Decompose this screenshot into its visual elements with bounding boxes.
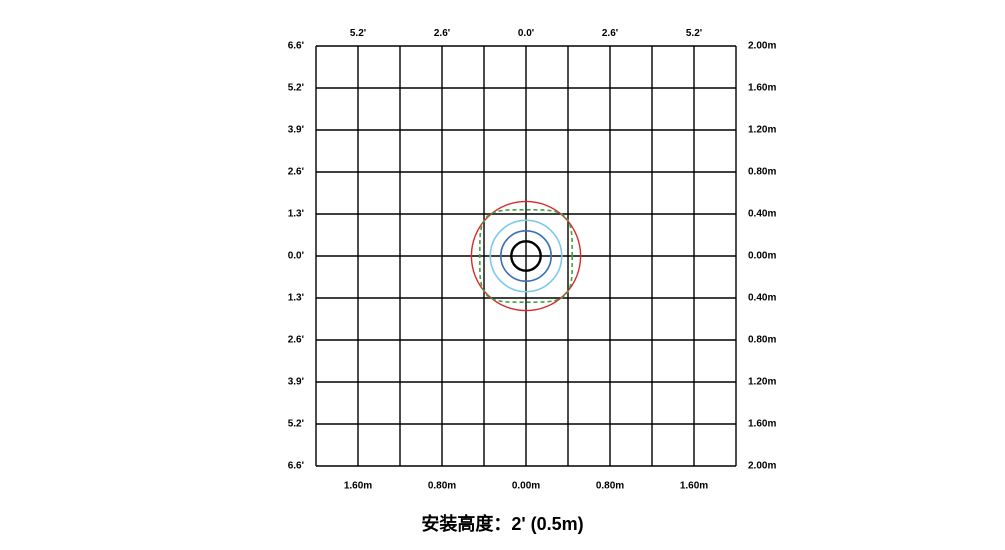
svg-text:1.3': 1.3' (288, 293, 304, 304)
svg-text:0.0': 0.0' (518, 28, 534, 39)
svg-text:1.20m: 1.20m (748, 125, 776, 136)
svg-text:0.80m: 0.80m (596, 480, 624, 491)
svg-text:1.60m: 1.60m (748, 419, 776, 430)
svg-text:3.9': 3.9' (288, 125, 304, 136)
svg-text:3.9': 3.9' (288, 377, 304, 388)
svg-text:0.40m: 0.40m (748, 293, 776, 304)
svg-text:2.6': 2.6' (434, 28, 450, 39)
caption: 安装高度：2' (0.5m) (0, 510, 1005, 536)
svg-text:0.0': 0.0' (288, 251, 304, 262)
svg-text:5.2': 5.2' (350, 28, 366, 39)
svg-text:1.60m: 1.60m (680, 480, 708, 491)
svg-text:0.80m: 0.80m (748, 335, 776, 346)
svg-text:1.60m: 1.60m (748, 83, 776, 94)
svg-text:1.20m: 1.20m (748, 377, 776, 388)
svg-text:6.6': 6.6' (288, 41, 304, 52)
svg-text:6.6': 6.6' (288, 461, 304, 472)
svg-text:2.6': 2.6' (288, 167, 304, 178)
svg-text:0.00m: 0.00m (512, 480, 540, 491)
svg-text:1.3': 1.3' (288, 209, 304, 220)
svg-text:0.40m: 0.40m (748, 209, 776, 220)
svg-text:2.00m: 2.00m (748, 461, 776, 472)
svg-text:2.6': 2.6' (602, 28, 618, 39)
svg-text:1.60m: 1.60m (344, 480, 372, 491)
chart-container: 5.2' 2.6' 0.0' 2.6' 5.2' 1.60m 0.80m 0.00m 0.80m… (0, 0, 1005, 550)
svg-text:0.80m: 0.80m (748, 167, 776, 178)
contour-chart: 5.2' 2.6' 0.0' 2.6' 5.2' 1.60m 0.80m 0.00m 0.80m… (0, 0, 1005, 550)
svg-text:0.00m: 0.00m (748, 251, 776, 262)
svg-text:2.00m: 2.00m (748, 41, 776, 52)
svg-text:5.2': 5.2' (288, 419, 304, 430)
svg-text:5.2': 5.2' (686, 28, 702, 39)
svg-text:5.2': 5.2' (288, 83, 304, 94)
svg-text:0.80m: 0.80m (428, 480, 456, 491)
svg-text:2.6': 2.6' (288, 335, 304, 346)
